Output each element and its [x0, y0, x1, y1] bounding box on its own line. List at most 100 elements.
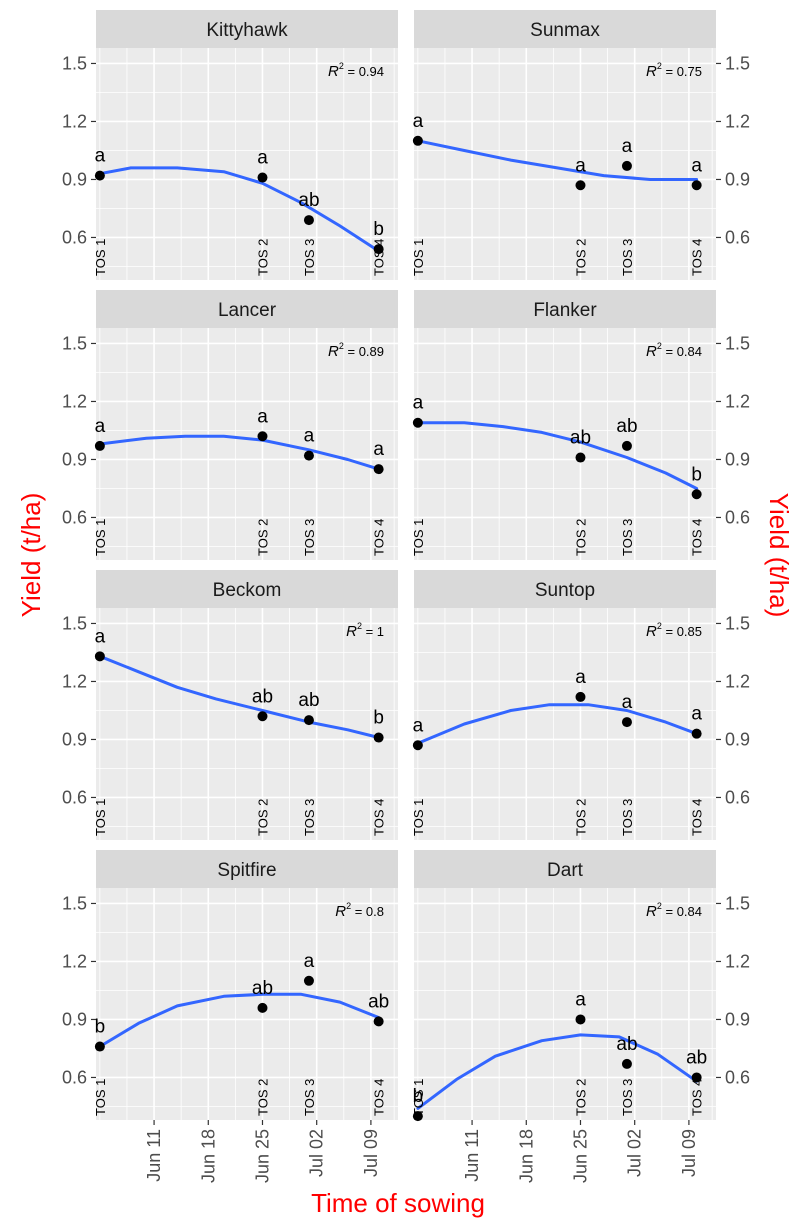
data-point [303, 975, 314, 986]
y-tick-label: 0.6 [62, 787, 87, 807]
panel-strip [96, 570, 398, 608]
tos-label: TOS 3 [620, 799, 635, 836]
panel-strip [96, 290, 398, 328]
tos-label: TOS 1 [411, 519, 426, 556]
plot-background [96, 48, 398, 280]
data-point [691, 180, 702, 191]
fitted-curve [98, 166, 381, 253]
tos-label: TOS 4 [690, 519, 705, 556]
y-tick-label: 0.9 [62, 729, 87, 749]
data-point [412, 1111, 423, 1122]
panel-lancer: Lancer TOS 1 TOS 2 TOS 3 TOS 4 a a a a R2 = 0.89 [93, 290, 398, 560]
significance-letter: ab [252, 978, 273, 999]
data-point [575, 452, 586, 463]
panel-strip [414, 10, 716, 48]
data-point [303, 450, 314, 461]
tos-label: TOS 1 [93, 799, 108, 836]
tos-label: TOS 3 [302, 239, 317, 276]
y-tick-label: 1.5 [62, 53, 87, 73]
y-axis-title-right: Yield (t/ha) [764, 493, 792, 618]
y-tick-label: 0.6 [62, 1067, 87, 1087]
data-point [691, 728, 702, 739]
plot-background [414, 328, 716, 560]
y-tick-label: 1.2 [725, 951, 750, 971]
data-point [691, 489, 702, 500]
significance-letter: b [373, 708, 384, 729]
data-point [94, 170, 105, 181]
tos-label: TOS 4 [690, 239, 705, 276]
significance-letter: a [691, 704, 702, 725]
significance-letter: a [257, 148, 268, 169]
data-point [303, 215, 314, 226]
tos-label: TOS 2 [256, 519, 271, 556]
significance-letter: a [257, 406, 268, 427]
significance-letter: a [373, 439, 384, 460]
y-tick-label: 1.2 [725, 111, 750, 131]
significance-letter: a [413, 715, 424, 736]
significance-letter: a [304, 426, 315, 447]
panel-suntop: Suntop TOS 1 TOS 2 TOS 3 TOS 4 a a a a R2 = 0.85 [411, 570, 716, 840]
significance-letter: ab [616, 416, 637, 437]
x-tick-label: Jun 18 [198, 1129, 218, 1183]
fitted-curve [416, 421, 699, 490]
y-tick-label: 1.5 [62, 333, 87, 353]
plot-background [96, 328, 398, 560]
significance-letter: a [575, 667, 586, 688]
y-tick-label: 0.9 [725, 729, 750, 749]
data-point [575, 180, 586, 191]
panel-title: Flanker [533, 300, 597, 321]
panel-strip [96, 850, 398, 888]
significance-letter: a [691, 155, 702, 176]
tos-label: TOS 4 [372, 519, 387, 556]
significance-letter: b [373, 219, 384, 240]
tos-label: TOS 2 [574, 1079, 589, 1116]
data-point [621, 717, 632, 728]
tos-label: TOS 1 [411, 1079, 426, 1116]
y-tick-label: 0.9 [725, 449, 750, 469]
y-tick-label: 0.9 [725, 169, 750, 189]
fitted-curve [416, 139, 699, 181]
r-squared-label: R2 = 0.85 [646, 621, 702, 640]
significance-letter: ab [570, 428, 591, 449]
panel-dart: Dart TOS 1 TOS 2 TOS 3 TOS 4 b a ab ab R2 = 0.84 [411, 850, 716, 1122]
data-point [621, 160, 632, 171]
fitted-curve [416, 1033, 699, 1110]
x-tick-label: Jun 11 [462, 1129, 482, 1182]
significance-letter: a [622, 692, 633, 713]
significance-letter: b [691, 464, 702, 485]
tos-label: TOS 1 [93, 519, 108, 556]
significance-letter: a [413, 393, 424, 414]
x-tick-label: Jul 09 [679, 1129, 699, 1177]
tos-label: TOS 3 [302, 799, 317, 836]
tos-label: TOS 3 [620, 239, 635, 276]
panel-title: Spitfire [217, 860, 276, 881]
data-point [373, 1016, 384, 1027]
y-tick-label: 0.9 [62, 1009, 87, 1029]
x-tick-label: Jul 02 [307, 1129, 327, 1177]
significance-letter: ab [616, 1034, 637, 1055]
y-axis-title-left: Yield (t/ha) [16, 493, 46, 618]
data-point [575, 691, 586, 702]
tos-label: TOS 2 [256, 1079, 271, 1116]
data-point [412, 135, 423, 146]
y-tick-label: 1.2 [725, 671, 750, 691]
data-point [94, 651, 105, 662]
tos-label: TOS 3 [302, 1079, 317, 1116]
data-point [412, 740, 423, 751]
significance-letter: a [413, 111, 424, 132]
fitted-curve [98, 654, 381, 739]
tos-label: TOS 4 [690, 1079, 705, 1116]
tos-label: TOS 3 [620, 519, 635, 556]
panel-sunmax: Sunmax TOS 1 TOS 2 TOS 3 TOS 4 a a a a R2 = 0.75 [411, 10, 716, 280]
y-tick-label: 1.2 [62, 111, 87, 131]
x-tick-label: Jun 18 [516, 1129, 536, 1183]
y-tick-label: 1.2 [62, 391, 87, 411]
x-tick-label: Jun 11 [144, 1129, 164, 1182]
y-tick-label: 1.2 [725, 391, 750, 411]
data-point [373, 244, 384, 255]
significance-letter: a [95, 146, 106, 167]
fitted-curve [98, 992, 381, 1048]
